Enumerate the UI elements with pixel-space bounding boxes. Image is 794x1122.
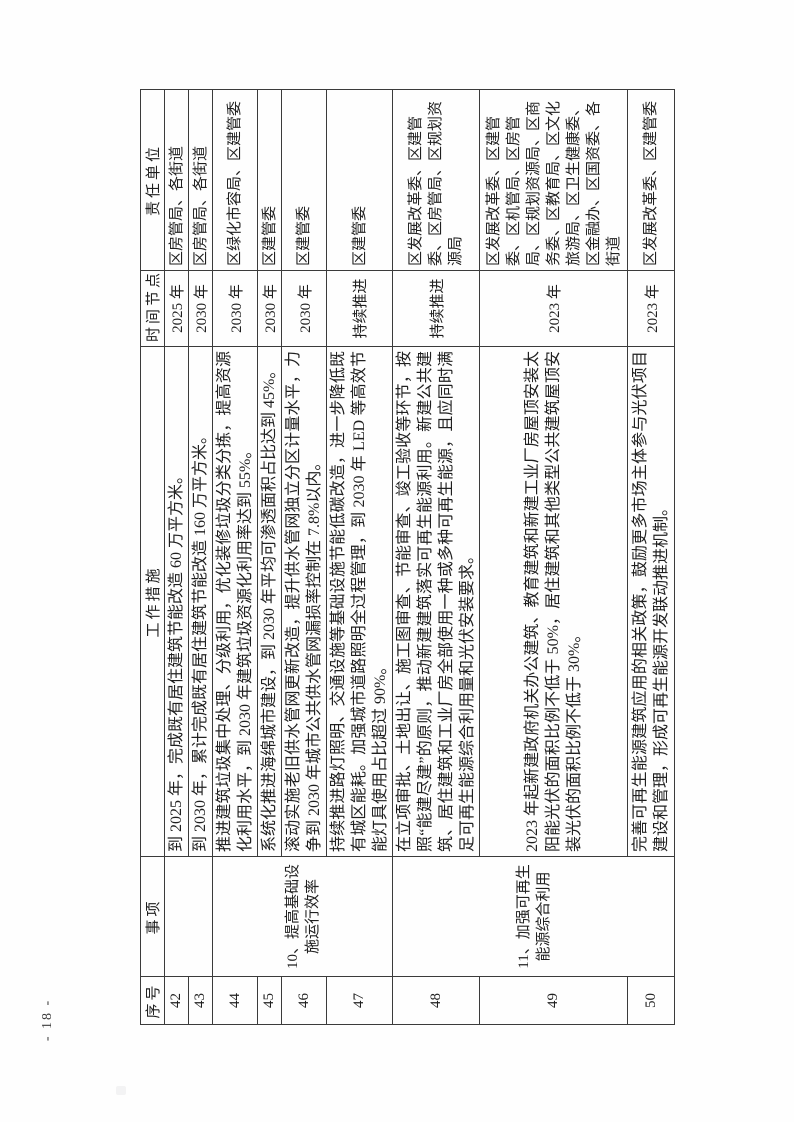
rotated-table-container: 序号 事项 工作措施 时间节点 责任单位 42 到 2025 年，完成既有居住建… (140, 89, 675, 1025)
header-seq: 序号 (140, 976, 165, 1025)
row-measure: 完善可再生能源建筑应用的相关政策，鼓励更多市场主体参与光伏项目建设和管理，形成可… (627, 346, 675, 857)
item-cell-10: 10、提高基础设施运行效率 (212, 856, 393, 977)
row-time: 2030 年 (212, 270, 258, 347)
row-seq: 50 (627, 976, 675, 1025)
row-measure: 到 2030 年，累计完成既有居住建筑节能改造 160 万平方米。 (188, 346, 213, 857)
item-cell-blank (164, 856, 213, 977)
row-seq: 46 (281, 976, 327, 1025)
row-unit: 区绿化市容局、区建管委 (212, 89, 258, 271)
row-measure: 推进建筑垃圾集中处理、分级利用，优化装修垃圾分类分拣，提高资源化利用水平，到 2… (212, 346, 258, 857)
row-time: 2023 年 (479, 270, 628, 347)
row-time: 2030 年 (281, 270, 327, 347)
table-row: 42 到 2025 年，完成既有居住建筑节能改造 60 万平方米。 2025 年… (164, 89, 213, 1025)
item-cell-11: 11、加强可再生能源综合利用 (392, 856, 675, 977)
row-time: 2030 年 (257, 270, 282, 347)
header-item: 事项 (140, 856, 165, 977)
row-seq: 43 (188, 976, 213, 1025)
row-seq: 47 (326, 976, 393, 1025)
row-time: 持续推进 (392, 270, 480, 347)
row-seq: 45 (257, 976, 282, 1025)
row-seq: 44 (212, 976, 258, 1025)
row-measure: 系统化推进海绵城市建设，到 2030 年平均可渗透面积占比达到 45%。 (257, 346, 282, 857)
table-header-row: 序号 事项 工作措施 时间节点 责任单位 (140, 89, 165, 1025)
row-seq: 49 (479, 976, 628, 1025)
header-measures: 工作措施 (140, 346, 165, 857)
row-unit: 区建管委 (326, 89, 393, 271)
table-row: 44 10、提高基础设施运行效率 推进建筑垃圾集中处理、分级利用，优化装修垃圾分… (212, 89, 393, 1025)
header-unit: 责任单位 (140, 89, 165, 271)
table-row: 48 11、加强可再生能源综合利用 在立项审批、土地出让、施工图审查、节能审查、… (392, 89, 675, 1025)
row-unit: 区发展改革委、区建管委 (627, 89, 675, 271)
row-measure: 持续推进路灯照明、交通设施等基础设施节能低碳改造，进一步降低既有城区能耗。加强城… (326, 346, 393, 857)
row-unit: 区建管委 (257, 89, 282, 271)
row-unit: 区房管局、各街道 (188, 89, 213, 271)
row-unit: 区发展改革委、区建管委、区机管局、区房管局、区规划资源局、区商务委、区教育局、区… (479, 89, 628, 271)
header-time: 时间节点 (140, 270, 165, 347)
row-measure: 2023 年起新建政府机关办公建筑、教育建筑和新建工业厂房屋顶安装太阳能光伏的面… (479, 346, 628, 857)
row-unit: 区建管委 (281, 89, 327, 271)
row-time: 2030 年 (188, 270, 213, 347)
work-measures-table: 序号 事项 工作措施 时间节点 责任单位 42 到 2025 年，完成既有居住建… (140, 89, 675, 1025)
row-seq: 48 (392, 976, 480, 1025)
row-measure: 在立项审批、土地出让、施工图审查、节能审查、竣工验收等环节，按照“能建尽建”的原… (392, 346, 480, 857)
page-number: - 18 - (40, 998, 55, 1042)
row-unit: 区发展改革委、区建管委、区房管局、区规划资源局 (392, 89, 480, 271)
row-seq: 42 (164, 976, 189, 1025)
row-measure: 滚动实施老旧供水管网更新改造，提升供水管网独立分区计量水平，力争到 2030 年… (281, 346, 327, 857)
scan-smudge-artifact (116, 1086, 126, 1095)
row-measure: 到 2025 年，完成既有居住建筑节能改造 60 万平方米。 (164, 346, 189, 857)
row-unit: 区房管局、各街道 (164, 89, 189, 271)
row-time: 持续推进 (326, 270, 393, 347)
row-time: 2023 年 (627, 270, 675, 347)
row-time: 2025 年 (164, 270, 189, 347)
